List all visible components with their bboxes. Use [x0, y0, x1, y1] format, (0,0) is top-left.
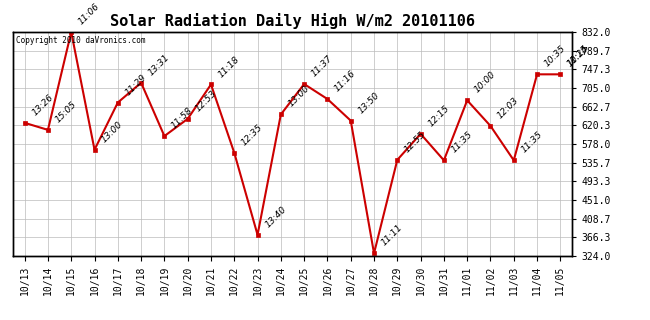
Text: 13:00: 13:00 — [287, 84, 311, 109]
Text: 12:15: 12:15 — [426, 104, 451, 128]
Text: 11:11: 11:11 — [380, 223, 404, 248]
Text: 11:06: 11:06 — [77, 2, 101, 27]
Text: 11:58: 11:58 — [170, 106, 195, 131]
Text: 12:35: 12:35 — [240, 123, 265, 147]
Text: 13:40: 13:40 — [263, 204, 288, 229]
Text: 11:35: 11:35 — [449, 130, 474, 155]
Text: 13:26: 13:26 — [30, 92, 55, 117]
Text: 10:24: 10:24 — [566, 44, 591, 69]
Text: 12:03: 12:03 — [496, 96, 521, 120]
Text: 10:00: 10:00 — [473, 70, 497, 95]
Text: 12:55: 12:55 — [403, 130, 428, 154]
Text: 11:16: 11:16 — [333, 69, 358, 93]
Text: 11:29: 11:29 — [124, 72, 148, 97]
Text: 11:35: 11:35 — [519, 130, 544, 155]
Text: 11:37: 11:37 — [309, 54, 335, 78]
Text: 10:35: 10:35 — [543, 44, 567, 69]
Text: 15:05: 15:05 — [53, 100, 78, 124]
Title: Solar Radiation Daily High W/m2 20101106: Solar Radiation Daily High W/m2 20101106 — [110, 13, 475, 29]
Text: 13:00: 13:00 — [100, 119, 125, 144]
Text: 11:18: 11:18 — [216, 54, 241, 79]
Text: 13:50: 13:50 — [356, 90, 381, 115]
Text: 11:15: 11:15 — [566, 44, 591, 69]
Text: 13:31: 13:31 — [147, 52, 172, 77]
Text: Copyright 2010 daVronics.com: Copyright 2010 daVronics.com — [16, 36, 146, 45]
Text: 12:53: 12:53 — [193, 89, 218, 113]
